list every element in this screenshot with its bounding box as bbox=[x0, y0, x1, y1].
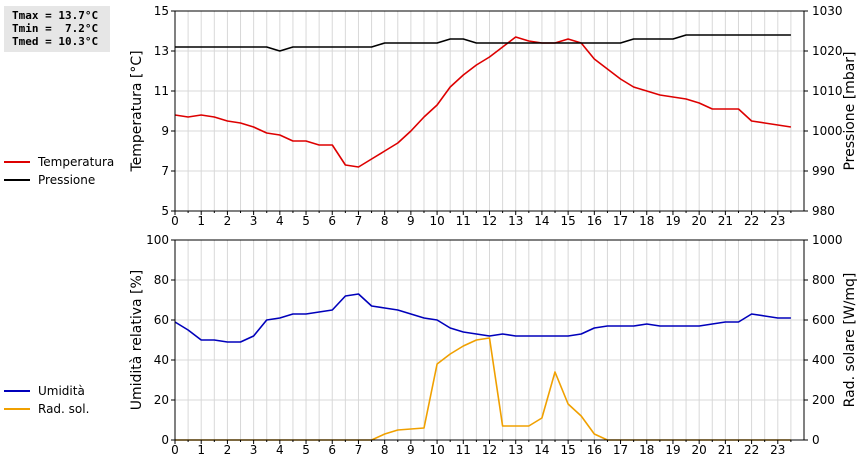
x-tick-label: 15 bbox=[560, 214, 575, 228]
x-tick-label: 12 bbox=[482, 214, 497, 228]
x-tick-label: 17 bbox=[613, 443, 628, 457]
x-tick-label: 23 bbox=[770, 443, 785, 457]
x-tick-label: 3 bbox=[250, 443, 258, 457]
x-tick-label: 19 bbox=[665, 443, 680, 457]
x-tick-label: 11 bbox=[456, 214, 471, 228]
legend-item-umidita: Umidità bbox=[4, 382, 89, 400]
x-tick-label: 23 bbox=[770, 214, 785, 228]
x-tick-label: 8 bbox=[381, 443, 389, 457]
y2-tick-label: 1010 bbox=[812, 84, 843, 98]
y-tick-label: 80 bbox=[154, 273, 169, 287]
x-tick-label: 13 bbox=[508, 443, 523, 457]
y-tick-label: 0 bbox=[161, 433, 169, 447]
x-tick-label: 22 bbox=[744, 443, 759, 457]
x-tick-label: 7 bbox=[355, 443, 363, 457]
y2-axis-label: Pressione [mbar] bbox=[842, 51, 858, 170]
y2-tick-label: 400 bbox=[812, 353, 835, 367]
x-tick-label: 5 bbox=[302, 443, 310, 457]
legend-swatch-umidita bbox=[4, 390, 30, 392]
x-tick-label: 9 bbox=[407, 443, 415, 457]
x-tick-label: 18 bbox=[639, 443, 654, 457]
stats-box: Tmax = 13.7°C Tmin = 7.2°C Tmed = 10.3°C bbox=[4, 6, 110, 52]
y-tick-label: 60 bbox=[154, 313, 169, 327]
legend-label-umidita: Umidità bbox=[38, 384, 85, 398]
y-tick-label: 100 bbox=[146, 233, 169, 247]
legend-bottom: Umidità Rad. sol. bbox=[4, 382, 89, 418]
legend-label-pressione: Pressione bbox=[38, 173, 96, 187]
y2-tick-label: 200 bbox=[812, 393, 835, 407]
y-tick-label: 15 bbox=[154, 4, 169, 18]
y-axis-label: Umidità relativa [%] bbox=[129, 270, 145, 411]
series-line-left bbox=[174, 36, 792, 168]
x-tick-label: 8 bbox=[381, 214, 389, 228]
y2-tick-label: 800 bbox=[812, 273, 835, 287]
y2-tick-label: 1020 bbox=[812, 44, 843, 58]
x-tick-label: 19 bbox=[665, 214, 680, 228]
legend-item-temperatura: Temperatura bbox=[4, 153, 114, 171]
y-tick-label: 9 bbox=[161, 124, 169, 138]
series-line-right bbox=[175, 337, 791, 441]
x-tick-label: 0 bbox=[171, 443, 179, 457]
legend-swatch-pressione bbox=[4, 179, 30, 181]
x-tick-label: 5 bbox=[302, 214, 310, 228]
y-tick-label: 5 bbox=[161, 204, 169, 218]
x-tick-label: 21 bbox=[718, 214, 733, 228]
x-tick-label: 18 bbox=[639, 214, 654, 228]
y-tick-label: 7 bbox=[161, 164, 169, 178]
legend-swatch-temperatura bbox=[4, 161, 30, 163]
x-tick-label: 4 bbox=[276, 443, 284, 457]
x-tick-label: 1 bbox=[197, 443, 205, 457]
series-line-right bbox=[175, 34, 791, 52]
legend-label-rad-sol: Rad. sol. bbox=[38, 402, 90, 416]
x-tick-label: 12 bbox=[482, 443, 497, 457]
tmed-text: Tmed = 10.3°C bbox=[12, 35, 99, 48]
x-tick-label: 16 bbox=[587, 443, 602, 457]
x-tick-label: 16 bbox=[587, 214, 602, 228]
legend-label-temperatura: Temperatura bbox=[38, 155, 115, 169]
x-tick-label: 4 bbox=[276, 214, 284, 228]
x-tick-label: 13 bbox=[508, 214, 523, 228]
x-tick-label: 22 bbox=[744, 214, 759, 228]
y-tick-label: 13 bbox=[154, 44, 169, 58]
y2-tick-label: 980 bbox=[812, 204, 835, 218]
x-tick-label: 0 bbox=[171, 214, 179, 228]
legend-swatch-rad-sol bbox=[4, 408, 30, 410]
x-tick-label: 1 bbox=[197, 214, 205, 228]
y2-tick-label: 1030 bbox=[812, 4, 843, 18]
legend-item-pressione: Pressione bbox=[4, 171, 114, 189]
x-tick-label: 11 bbox=[456, 443, 471, 457]
x-tick-label: 10 bbox=[429, 443, 444, 457]
tmax-text: Tmax = 13.7°C bbox=[12, 9, 99, 22]
x-tick-label: 2 bbox=[224, 443, 232, 457]
x-tick-label: 21 bbox=[718, 443, 733, 457]
x-tick-label: 20 bbox=[692, 214, 707, 228]
x-tick-label: 14 bbox=[534, 214, 549, 228]
y-tick-label: 20 bbox=[154, 393, 169, 407]
x-tick-label: 17 bbox=[613, 214, 628, 228]
y-tick-label: 40 bbox=[154, 353, 169, 367]
y-axis-label: Temperatura [°C] bbox=[129, 50, 145, 172]
y2-tick-label: 990 bbox=[812, 164, 835, 178]
x-tick-label: 6 bbox=[328, 214, 336, 228]
y2-tick-label: 1000 bbox=[812, 233, 843, 247]
series-line-left bbox=[174, 293, 791, 343]
x-tick-label: 20 bbox=[692, 443, 707, 457]
y2-tick-label: 1000 bbox=[812, 124, 843, 138]
y2-axis-label: Rad. solare [W/mq] bbox=[842, 273, 858, 408]
x-tick-label: 7 bbox=[355, 214, 363, 228]
x-tick-label: 14 bbox=[534, 443, 549, 457]
y2-tick-label: 600 bbox=[812, 313, 835, 327]
x-tick-label: 3 bbox=[250, 214, 258, 228]
y2-tick-label: 0 bbox=[812, 433, 820, 447]
x-tick-label: 10 bbox=[429, 214, 444, 228]
y-tick-label: 11 bbox=[154, 84, 169, 98]
x-tick-label: 2 bbox=[224, 214, 232, 228]
legend-item-rad-sol: Rad. sol. bbox=[4, 400, 89, 418]
x-tick-label: 9 bbox=[407, 214, 415, 228]
x-tick-label: 6 bbox=[328, 443, 336, 457]
tmin-text: Tmin = 7.2°C bbox=[12, 22, 99, 35]
legend-top: Temperatura Pressione bbox=[4, 153, 114, 189]
x-tick-label: 15 bbox=[560, 443, 575, 457]
